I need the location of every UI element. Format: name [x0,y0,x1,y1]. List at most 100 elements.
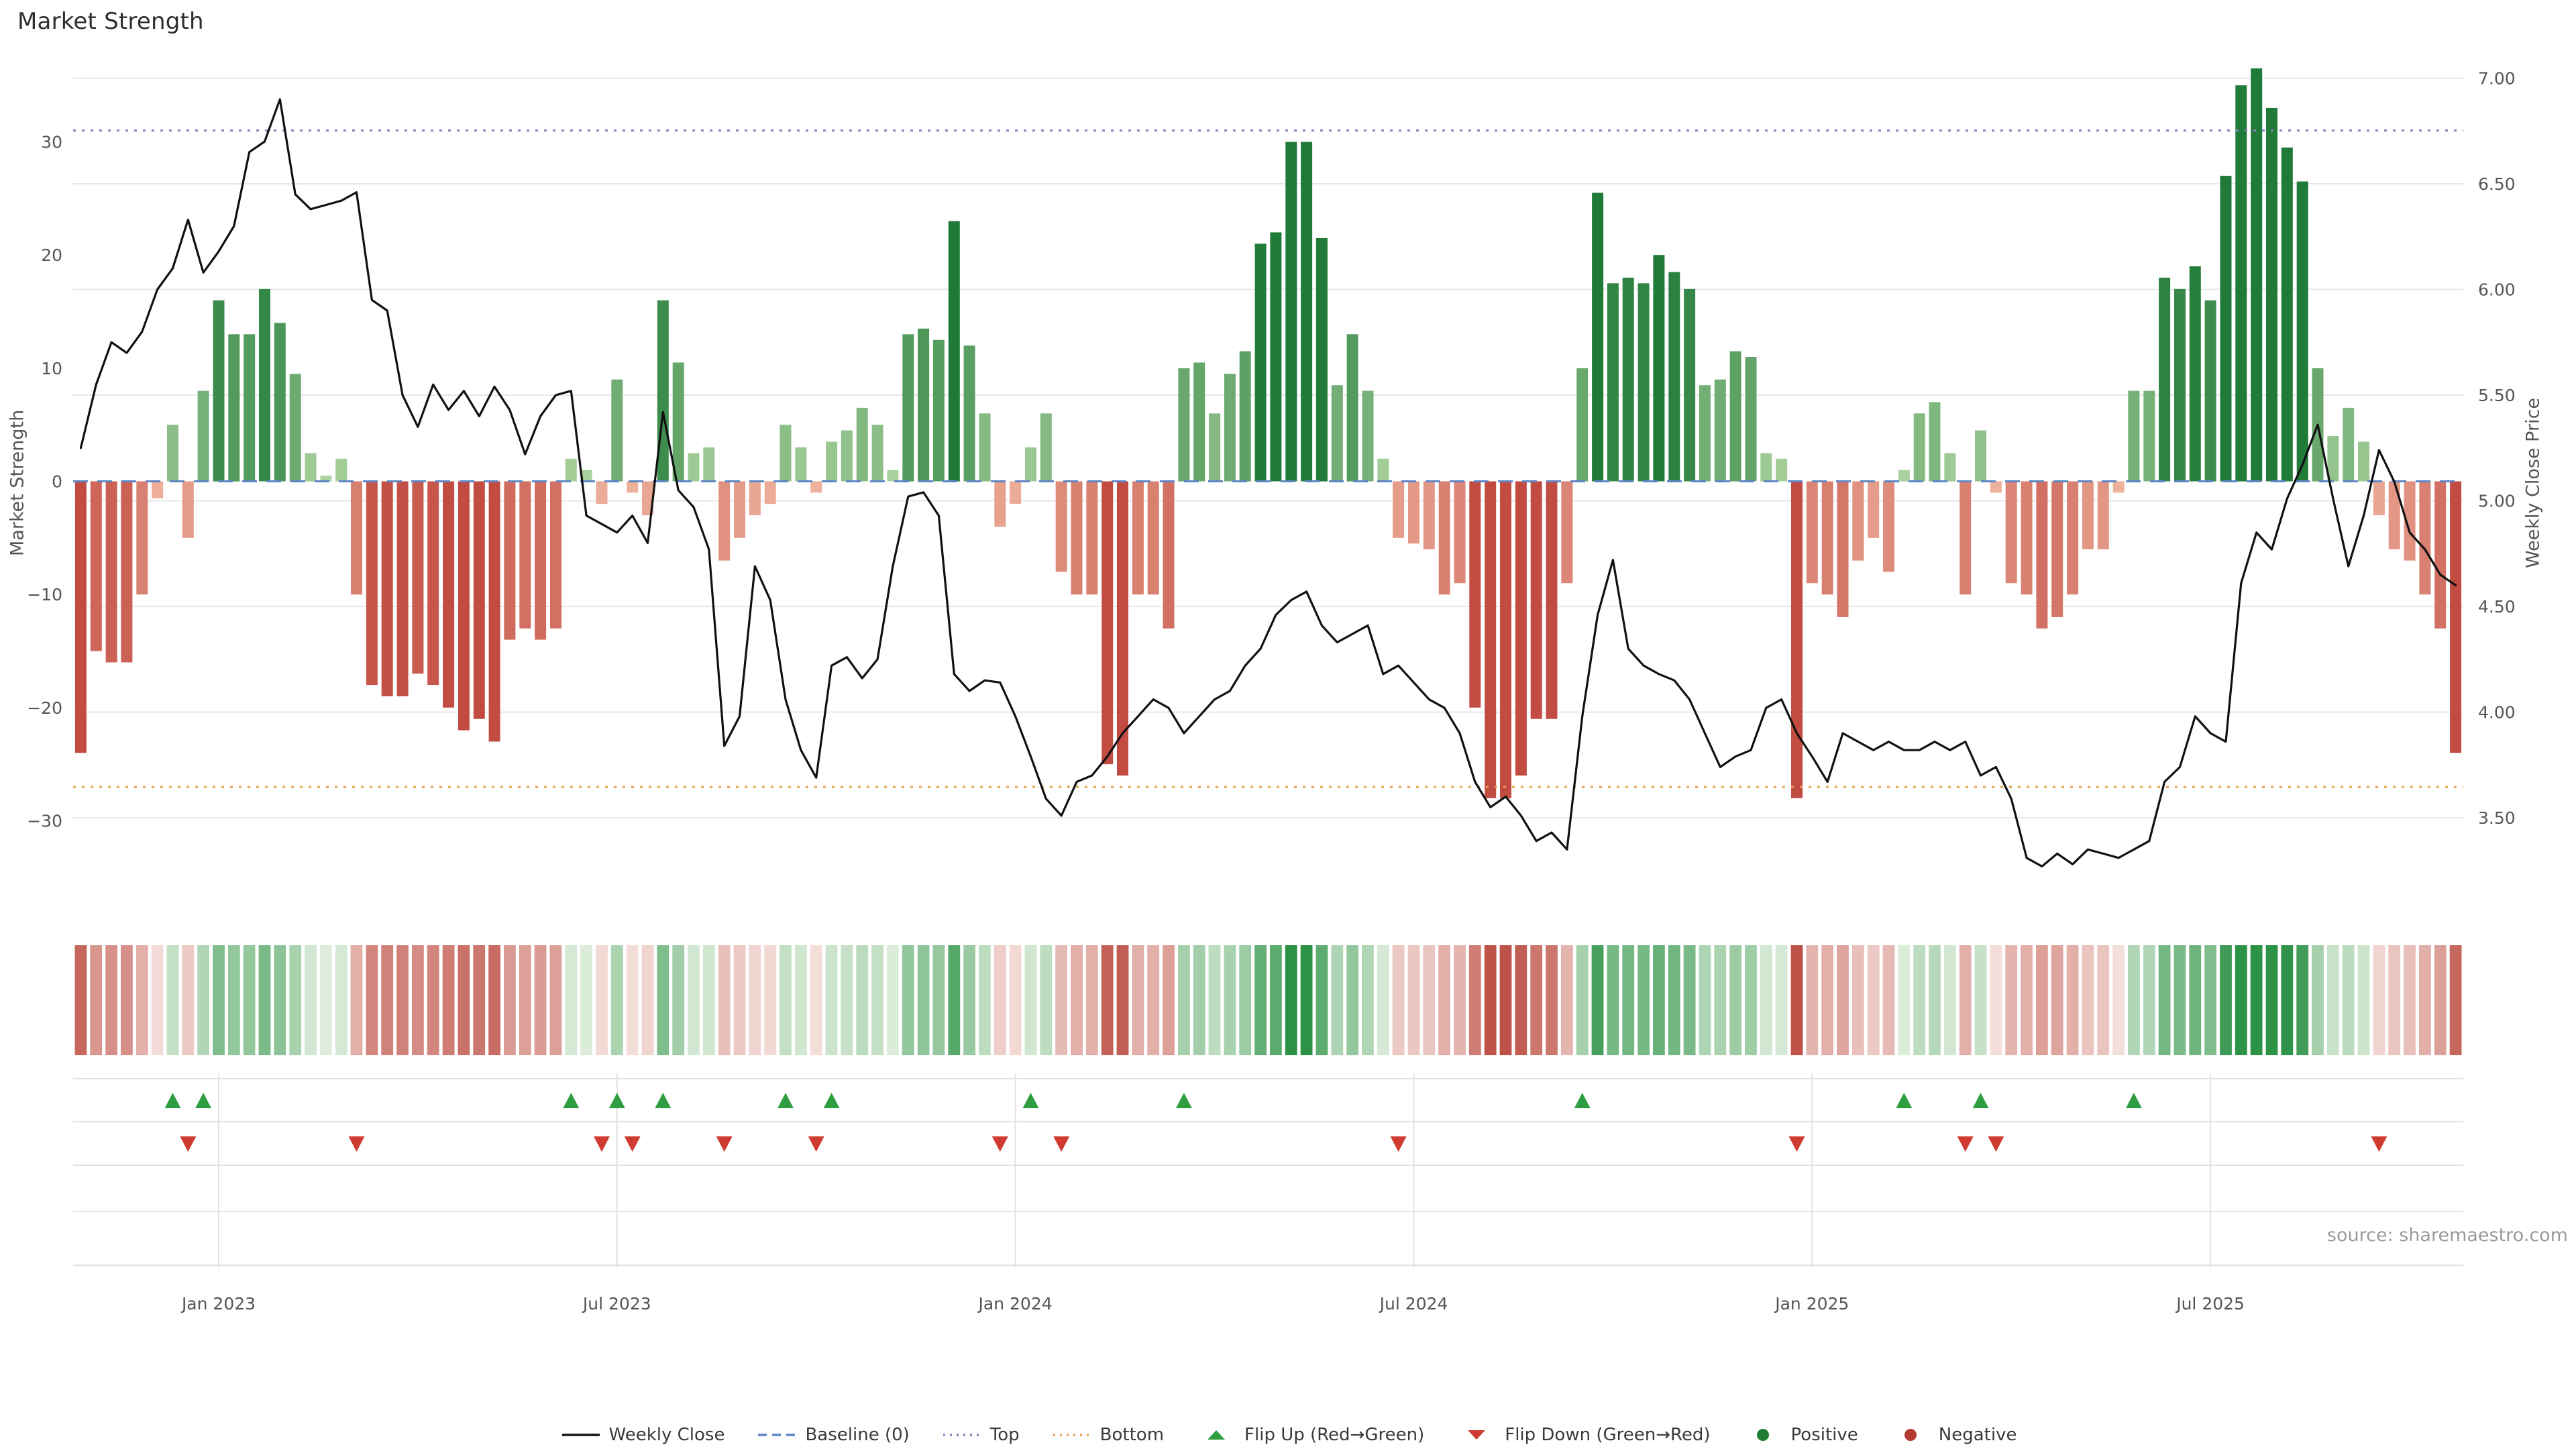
strength-bar [1178,368,1190,482]
heatmap-cell [1423,945,1436,1055]
strength-bar [320,476,332,482]
heatmap-cell [74,945,87,1055]
heatmap-cell [932,945,945,1055]
flip-down-marker [1957,1136,1974,1152]
heatmap-cell [2112,945,2125,1055]
heatmap-cell [2158,945,2171,1055]
strength-bar [1086,481,1098,595]
heatmap-cell [1071,945,1083,1055]
heatmap-cell [1300,945,1313,1055]
heatmap-cell [151,945,164,1055]
heatmap-cell [1929,945,1941,1055]
heatmap-cell [519,945,531,1055]
positive-dot-icon [1756,1429,1769,1441]
strength-bar [672,362,684,482]
strength-bar [887,470,899,482]
strength-bar [1561,481,1573,584]
weekly-close-line [79,98,2457,868]
legend-label: Flip Up (Red→Green) [1244,1425,1425,1445]
strength-bar [1393,481,1405,538]
strength-bar [764,481,776,504]
legend-item-6: Positive [1741,1425,1858,1445]
heatmap-cell [841,945,853,1055]
strength-bar [841,430,853,482]
heatmap-cell [350,945,363,1055]
strength-bar [871,425,883,482]
left-axis-tick-label: 0 [52,472,62,492]
strength-bar [1209,413,1221,482]
strength-bar [2036,481,2048,629]
strength-bar [994,481,1006,527]
heatmap-cell [1760,945,1772,1055]
heatmap-cell [825,945,838,1055]
strength-bar [1868,481,1880,538]
strength-bar [627,481,639,493]
left-axis-tick-label: 30 [41,133,62,152]
strength-bar [427,481,439,686]
heatmap-cell [2066,945,2079,1055]
strength-bar [90,481,102,651]
flip-up-marker [1896,1093,1913,1108]
strength-bar [366,481,378,686]
heatmap-cell [319,945,332,1055]
heatmap-cell [1377,945,1389,1055]
heatmap-cell [871,945,883,1055]
strength-bar [1316,237,1328,482]
heatmap-cell [1959,945,1972,1055]
heatmap-cell [289,945,302,1055]
heatmap-cell [2174,945,2186,1055]
heatmap-cell [1867,945,1880,1055]
heatmap-cell [1009,945,1022,1055]
strength-bar [1163,481,1175,629]
heatmap-cell [1239,945,1252,1055]
strength-bar [1684,288,1696,482]
legend-item-0: Weekly Close [559,1425,724,1445]
heatmap-cell [1974,945,1987,1055]
right-axis-tick-label: 6.00 [2478,280,2516,300]
legend-label: Top [989,1425,1020,1445]
strength-bar [795,447,807,482]
negative-dot-icon [1904,1429,1917,1441]
strength-bar [1040,413,1052,482]
heatmap-cell [2449,945,2462,1055]
heatmap-cell [979,945,991,1055]
strength-bar [289,374,301,482]
heatmap-cell [488,945,500,1055]
strength-bar [1469,481,1481,708]
strength-bar [1010,481,1022,504]
flip-down-marker [348,1136,365,1152]
heatmap-cell [2036,945,2048,1055]
heatmap-cell [2021,945,2033,1055]
heatmap-cell [2342,945,2355,1055]
strength-bar [2450,481,2462,753]
strength-bar [1239,351,1251,482]
heatmap-cell [1024,945,1037,1055]
heatmap-cell [810,945,822,1055]
strength-bar [2235,85,2247,482]
top-line-icon [943,1434,981,1436]
strength-bar [1454,481,1466,584]
strength-bar [2281,147,2293,482]
heatmap-cell [1178,945,1190,1055]
strength-bar [2434,481,2447,629]
strength-bar [519,481,531,629]
heatmap-cell [672,945,685,1055]
strength-bar [2373,481,2385,516]
strength-bar [918,328,930,482]
heatmap-cell [504,945,516,1055]
heatmap-cell [1790,945,1803,1055]
strength-bar [1285,142,1297,482]
heatmap-cell [1775,945,1788,1055]
strength-bar [1806,481,1818,584]
flip-up-marker [2125,1093,2142,1108]
strength-bar [1270,232,1282,482]
heatmap-cell [442,945,455,1055]
heatmap-cell [2204,945,2216,1055]
positive-dot-icon-shape [1756,1429,1769,1441]
heatmap-cell [381,945,394,1055]
strength-bar [1500,481,1511,798]
strength-bar [228,334,240,482]
strength-bar [1607,283,1619,482]
flip-down-marker [808,1136,824,1152]
strength-bar [2404,481,2416,561]
